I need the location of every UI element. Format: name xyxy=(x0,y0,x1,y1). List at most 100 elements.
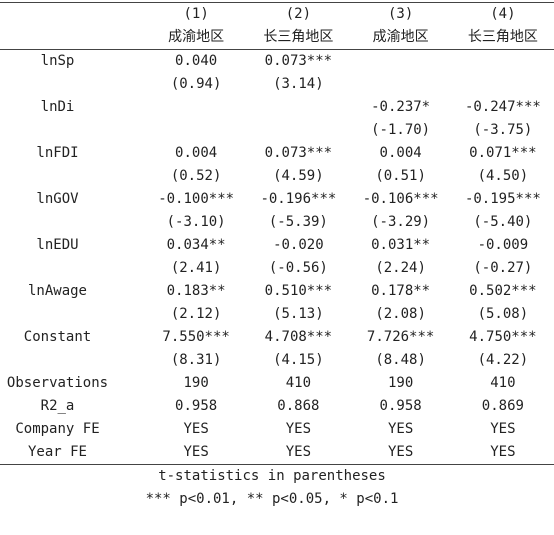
corner xyxy=(0,3,145,27)
row-label: Year FE xyxy=(0,441,145,465)
stat-value: YES xyxy=(490,421,516,437)
corner xyxy=(0,26,145,50)
coefficient: -0.247*** xyxy=(464,99,541,115)
t-statistic: (8.31) xyxy=(170,352,222,368)
coefficient: -0.020 xyxy=(273,237,324,253)
row-label: R2_a xyxy=(40,398,75,414)
t-statistic: (-1.70) xyxy=(371,122,431,138)
blank xyxy=(0,119,145,142)
stat-value: YES xyxy=(247,441,350,465)
row-label: Observations xyxy=(6,375,109,391)
stat-value: 410 xyxy=(285,375,312,391)
region-text: 长三角地区 xyxy=(263,29,334,45)
coefficient: -0.196*** xyxy=(260,191,337,207)
coef-row: lnSp 0.040 0.073*** xyxy=(0,50,554,74)
column-number: (1) xyxy=(183,6,209,22)
column-number: (3) xyxy=(387,6,414,22)
blank xyxy=(0,349,145,372)
blank xyxy=(0,257,145,280)
coefficient xyxy=(350,50,452,74)
row-label: lnGOV xyxy=(36,191,79,207)
coef-row: lnAwage 0.183** 0.510*** 0.178** 0.502*** xyxy=(0,280,554,303)
stat-value: 190 xyxy=(183,375,209,391)
tstat-row: (0.94) (3.14) xyxy=(0,73,554,96)
column-region: 成渝地区 xyxy=(349,26,452,50)
t-statistic: (2.08) xyxy=(375,306,426,322)
t-statistic: (-3.29) xyxy=(371,214,431,230)
coefficient: -0.009 xyxy=(477,237,529,253)
t-statistic: (-3.75) xyxy=(473,122,533,138)
t-statistic: (5.13) xyxy=(273,306,324,322)
stat-value: YES xyxy=(387,421,414,437)
stat-row: Year FE YES YES YES YES xyxy=(0,441,554,465)
coefficient: 4.708*** xyxy=(264,329,333,345)
region-text: 成渝地区 xyxy=(372,29,429,45)
coefficient: 0.004 xyxy=(175,145,218,161)
row-label: lnEDU xyxy=(36,237,79,253)
row-label: lnFDI xyxy=(36,145,79,161)
coefficient: 0.071*** xyxy=(469,145,537,161)
coef-row: lnEDU 0.034** -0.020 0.031** -0.009 xyxy=(0,234,554,257)
coef-row: lnFDI 0.004 0.073*** 0.004 0.071*** xyxy=(0,142,554,165)
coefficient: 0.034** xyxy=(166,237,226,253)
coefficient: 0.178** xyxy=(371,283,431,299)
row-label: lnDi xyxy=(40,99,75,115)
stat-value: YES xyxy=(451,441,554,465)
coefficient: 0.031** xyxy=(371,237,431,253)
t-statistic: (0.94) xyxy=(170,76,222,92)
tstat-row: (8.31) (4.15) (8.48) (4.22) xyxy=(0,349,554,372)
t-statistic: (8.48) xyxy=(375,352,426,368)
t-statistic: (5.08) xyxy=(477,306,529,322)
coefficient xyxy=(247,96,349,119)
stat-row: R2_a 0.958 0.868 0.958 0.869 xyxy=(0,395,554,418)
stat-value: YES xyxy=(285,421,312,437)
coef-row: lnGOV -0.100*** -0.196*** -0.106*** -0.195**… xyxy=(0,188,554,211)
header-row: (1) (2) (3) (4) xyxy=(0,3,554,27)
blank xyxy=(0,165,145,188)
stat-value: 190 xyxy=(387,375,414,391)
t-statistic: (-5.39) xyxy=(268,214,328,230)
column-number: (2) xyxy=(285,6,312,22)
coefficient: 0.004 xyxy=(379,145,422,161)
t-statistic: (-5.40) xyxy=(473,214,533,230)
column-region: 长三角地区 xyxy=(247,26,350,50)
coefficient: -0.100*** xyxy=(158,191,235,207)
stat-value: 410 xyxy=(490,375,516,391)
tstat-row: (-3.10) (-5.39) (-3.29) (-5.40) xyxy=(0,211,554,234)
stat-row: Company FE YES YES YES YES xyxy=(0,418,554,441)
region-text: 长三角地区 xyxy=(467,29,538,45)
t-statistic: (-0.27) xyxy=(473,260,533,276)
coefficient xyxy=(452,50,554,74)
coefficient: -0.195*** xyxy=(464,191,541,207)
region-text: 成渝地区 xyxy=(168,29,225,45)
t-statistic: (4.22) xyxy=(477,352,529,368)
column-number: (4) xyxy=(490,6,516,22)
note: t-statistics in parentheses xyxy=(158,468,386,484)
row-label: lnSp xyxy=(40,53,75,69)
tstat-row: (2.41) (-0.56) (2.24) (-0.27) xyxy=(0,257,554,280)
column-region: 成渝地区 xyxy=(145,26,248,50)
coefficient: 0.073*** xyxy=(264,53,333,69)
tstat-row: (0.52) (4.59) (0.51) (4.50) xyxy=(0,165,554,188)
stat-row: Observations 190 410 190 410 xyxy=(0,372,554,395)
stat-value: 0.869 xyxy=(481,398,524,414)
t-statistic: (2.12) xyxy=(170,306,222,322)
coefficient xyxy=(145,96,247,119)
coefficient: 0.502*** xyxy=(469,283,537,299)
coefficient: 0.183** xyxy=(166,283,226,299)
column-region: 长三角地区 xyxy=(451,26,554,50)
coef-row: Constant 7.550*** 4.708*** 7.726*** 4.750*** xyxy=(0,326,554,349)
t-statistic: (4.15) xyxy=(273,352,324,368)
notes: t-statistics in parentheses *** p<0.01, *… xyxy=(0,465,554,511)
t-statistic: (-0.56) xyxy=(268,260,328,276)
t-statistic: (0.52) xyxy=(170,168,222,184)
blank xyxy=(0,73,145,96)
t-statistic xyxy=(350,73,452,96)
stat-value: YES xyxy=(145,441,248,465)
regression-table: (1) (2) (3) (4) 成渝地区 长三角地区 成渝地区 长三角地区 lnSp 0.040 0… xyxy=(0,2,554,465)
coefficient: -0.237* xyxy=(371,99,431,115)
t-statistic: (2.41) xyxy=(170,260,222,276)
stat-value: 0.868 xyxy=(277,398,320,414)
row-label: Constant xyxy=(23,329,92,345)
